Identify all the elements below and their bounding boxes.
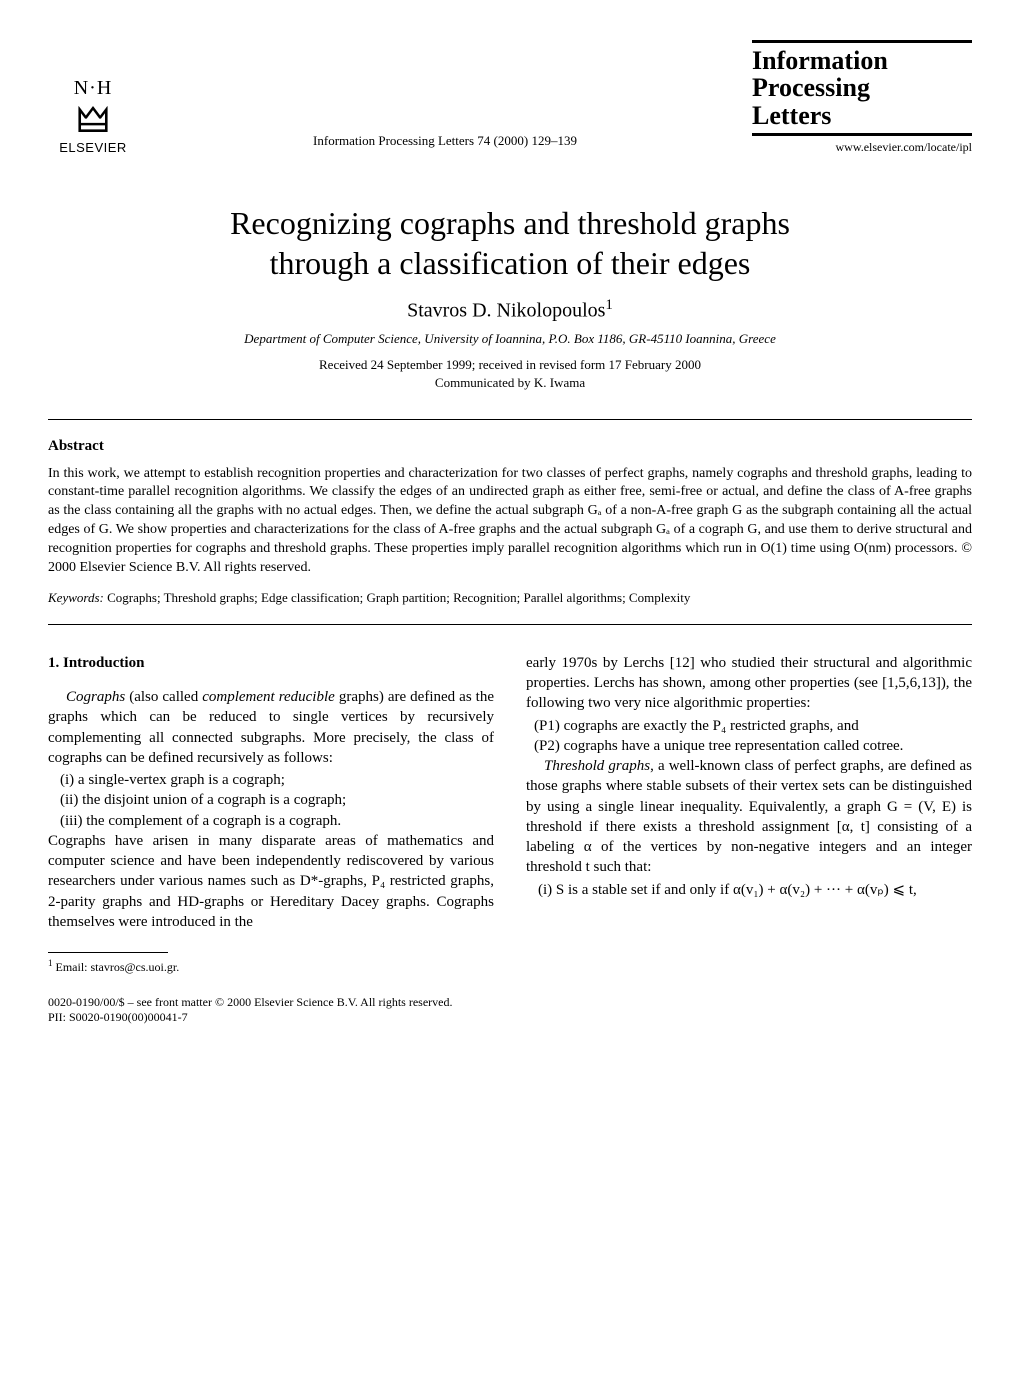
threshold-item-i: (i) S is a stable set if and only if α(v… (526, 880, 972, 900)
author-name: Stavros D. Nikolopoulos (407, 300, 605, 322)
journal-name-line-1: Information (752, 47, 972, 74)
footnote-1: 1 Email: stavros@cs.uoi.gr. (48, 957, 494, 975)
term-cographs: Cographs (66, 689, 125, 705)
abstract-body: In this work, we attempt to establish re… (48, 465, 972, 578)
section-1-heading: 1. Introduction (48, 653, 494, 673)
footnote-text: Email: stavros@cs.uoi.gr. (56, 960, 180, 974)
def-item-i: (i) a single-vertex graph is a cograph; (48, 770, 494, 790)
journal-name-line-3: Letters (752, 102, 972, 129)
body-columns: 1. Introduction Cographs (also called co… (48, 653, 972, 975)
abstract-heading: Abstract (48, 438, 972, 455)
author-footnote-mark: 1 (605, 297, 613, 313)
title-line-1: Recognizing cographs and threshold graph… (230, 205, 790, 241)
title-line-2: through a classification of their edges (270, 245, 751, 281)
right-para-1: early 1970s by Lerchs [12] who studied t… (526, 653, 972, 714)
def-item-ii: (ii) the disjoint union of a cograph is … (48, 790, 494, 810)
received-dates: Received 24 September 1999; received in … (48, 357, 972, 373)
left-column: 1. Introduction Cographs (also called co… (48, 653, 494, 975)
affiliation: Department of Computer Science, Universi… (48, 331, 972, 347)
prop-p1: (P1) cographs are exactly the P₄ restric… (526, 716, 972, 736)
journal-logo-block: Information Processing Letters www.elsev… (752, 40, 972, 155)
nh-monogram: N·H (74, 77, 113, 100)
keywords-label: Keywords: (48, 590, 104, 605)
prop-p2: (P2) cographs have a unique tree represe… (526, 736, 972, 756)
def-item-iii: (iii) the complement of a cograph is a c… (48, 811, 494, 831)
page-footer: 0020-0190/00/$ – see front matter © 2000… (48, 995, 972, 1025)
journal-logo: Information Processing Letters (752, 40, 972, 136)
right-column: early 1970s by Lerchs [12] who studied t… (526, 653, 972, 975)
journal-url: www.elsevier.com/locate/ipl (752, 140, 972, 155)
keywords-text: Cographs; Threshold graphs; Edge classif… (104, 590, 690, 605)
rule-top (48, 419, 972, 420)
publisher-logo: N·H 🜲 ELSEVIER (48, 77, 138, 155)
journal-reference: Information Processing Letters 74 (2000)… (138, 133, 752, 155)
journal-name-line-2: Processing (752, 74, 972, 101)
rule-bottom (48, 624, 972, 625)
author-line: Stavros D. Nikolopoulos1 (48, 297, 972, 323)
paper-title: Recognizing cographs and threshold graph… (108, 203, 912, 283)
footnote-mark: 1 (48, 958, 53, 968)
pii-line: PII: S0020-0190(00)00041-7 (48, 1010, 972, 1025)
keywords-line: Keywords: Cographs; Threshold graphs; Ed… (48, 590, 972, 606)
elsevier-tree-icon: 🜲 (77, 102, 110, 138)
term-threshold-graphs: Threshold graphs (544, 758, 650, 774)
page-header: N·H 🜲 ELSEVIER Information Processing Le… (48, 40, 972, 155)
footnote-rule (48, 952, 168, 953)
intro-para-2: Cographs have arisen in many disparate a… (48, 831, 494, 932)
intro-para-1: Cographs (also called complement reducib… (48, 687, 494, 768)
term-complement-reducible: complement reducible (202, 689, 335, 705)
publisher-name: ELSEVIER (59, 140, 127, 155)
right-para-2: Threshold graphs, a well-known class of … (526, 756, 972, 878)
communicated-by: Communicated by K. Iwama (48, 375, 972, 391)
copyright-line: 0020-0190/00/$ – see front matter © 2000… (48, 995, 972, 1010)
